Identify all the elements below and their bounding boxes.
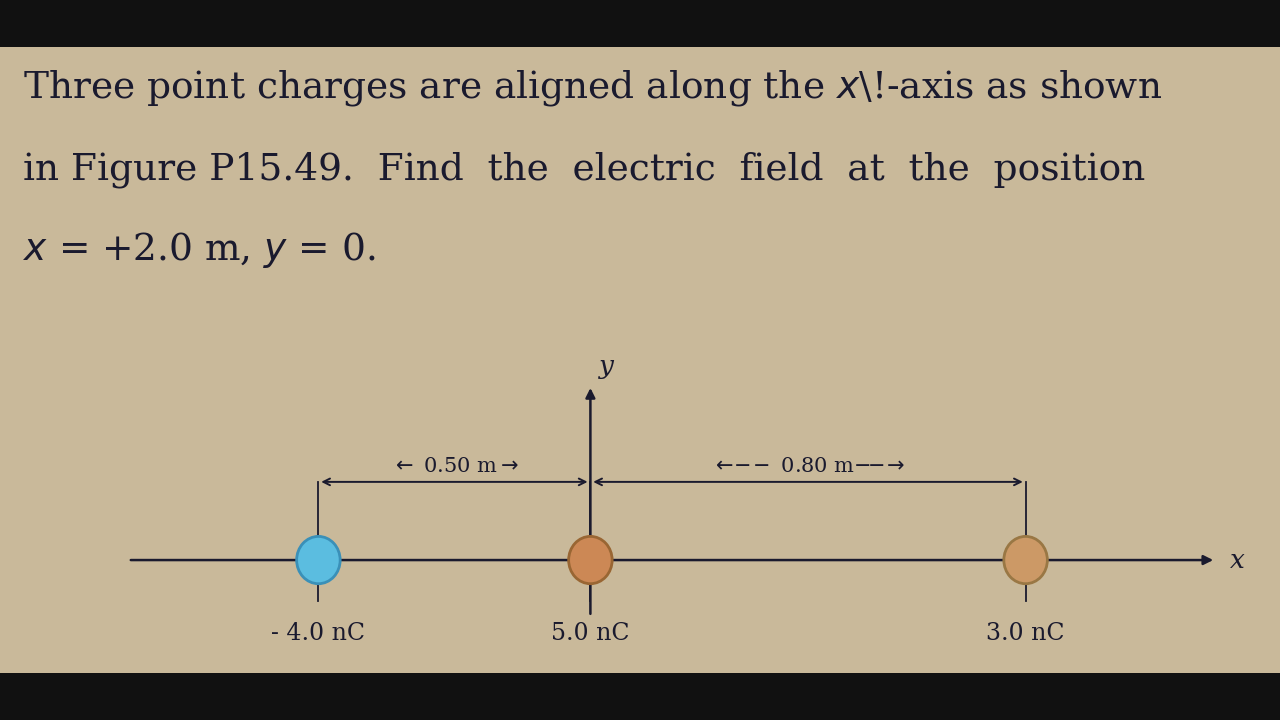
- Text: 5.0 nC: 5.0 nC: [552, 622, 630, 645]
- Text: in Figure P15.49.  Find  the  electric  field  at  the  position: in Figure P15.49. Find the electric fiel…: [23, 151, 1146, 188]
- Ellipse shape: [568, 536, 612, 584]
- Text: - 4.0 nC: - 4.0 nC: [271, 622, 365, 645]
- Text: $\leftarrow\!\!-\!\!-$ 0.80 m$-\!\!-\!\!\rightarrow$: $\leftarrow\!\!-\!\!-$ 0.80 m$-\!\!-\!\!…: [710, 456, 905, 476]
- Ellipse shape: [1004, 536, 1047, 584]
- Text: x: x: [1230, 547, 1244, 572]
- Bar: [0, 673, 1280, 720]
- Text: $\leftarrow$ 0.50 m$\rightarrow$: $\leftarrow$ 0.50 m$\rightarrow$: [390, 456, 518, 476]
- Text: $x$ = +2.0 m, $y$ = 0.: $x$ = +2.0 m, $y$ = 0.: [23, 230, 375, 271]
- Text: Three point charges are aligned along the $x$\!-axis as shown: Three point charges are aligned along th…: [23, 68, 1162, 109]
- Bar: [0, 0, 1280, 47]
- Ellipse shape: [297, 536, 340, 584]
- Text: y: y: [599, 354, 613, 379]
- Text: 3.0 nC: 3.0 nC: [987, 622, 1065, 645]
